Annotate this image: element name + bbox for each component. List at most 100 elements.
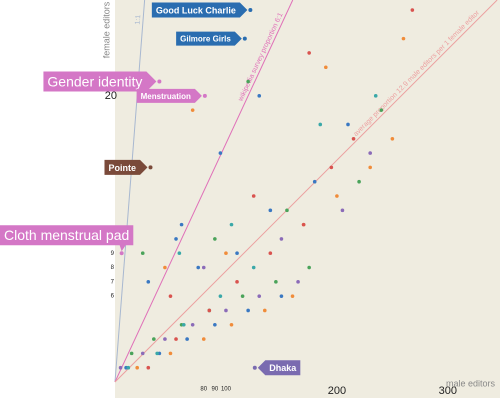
data-point (185, 337, 189, 341)
data-point (190, 322, 195, 327)
data-point (401, 36, 406, 41)
data-point (318, 122, 323, 127)
data-point (274, 280, 278, 284)
data-point (290, 294, 295, 298)
y-axis-label: female editors (101, 1, 111, 58)
data-point (251, 194, 256, 198)
data-point (257, 94, 262, 98)
data-point (181, 322, 186, 327)
data-point (368, 151, 372, 155)
highlight-point (242, 36, 247, 41)
tag-shape (136, 88, 202, 103)
data-point (257, 294, 262, 298)
data-point (224, 251, 228, 256)
data-point (213, 322, 217, 327)
data-point (152, 337, 156, 341)
data-point (279, 294, 284, 298)
tag-shape (104, 159, 148, 175)
data-point (235, 280, 239, 284)
data-point (262, 308, 267, 313)
data-point (324, 65, 328, 70)
data-point (307, 51, 311, 55)
data-point (174, 337, 178, 341)
highlight-tag: Menstruation (136, 88, 202, 103)
data-point (390, 136, 395, 141)
x-tick-label: 100 (221, 387, 232, 393)
tag-shape (151, 2, 248, 18)
reference-line (114, 0, 294, 383)
x-tick-label: 300 (439, 385, 457, 397)
x-tick-label: 200 (328, 385, 346, 397)
data-point (410, 8, 415, 12)
data-point (312, 179, 317, 184)
data-point (146, 365, 151, 370)
tag-label: Good Luck Charlie (156, 5, 236, 15)
data-point (213, 237, 217, 241)
x-tick-label: 80 (200, 387, 207, 393)
data-point (163, 265, 167, 270)
highlight-tag: Dhaka (257, 360, 301, 376)
data-point (201, 265, 206, 270)
reference-line (114, 0, 498, 383)
y-tick-label: 20 (105, 90, 117, 102)
tag-label: Menstruation (141, 92, 191, 101)
highlight-tag: Cloth menstrual pad (0, 225, 134, 252)
data-point (177, 251, 182, 256)
data-point (168, 351, 173, 356)
data-point (224, 308, 228, 313)
highlight-tag: Good Luck Charlie (151, 2, 248, 18)
tag-shape (176, 31, 242, 46)
tag-label: Dhaka (269, 363, 297, 373)
highlight-point (202, 93, 207, 98)
reference-line-label: 1:1 (135, 15, 143, 25)
data-point (190, 108, 195, 112)
data-point (140, 351, 145, 356)
highlight-point (248, 8, 253, 13)
tag-shape (257, 360, 301, 376)
highlight-point (157, 79, 162, 84)
data-point (179, 222, 184, 227)
data-point (301, 222, 306, 227)
highlight-point (252, 365, 257, 370)
data-point (168, 294, 173, 298)
y-tick-label: 7 (111, 279, 115, 285)
data-point (129, 351, 134, 356)
data-point (279, 237, 284, 241)
data-point (207, 308, 212, 313)
data-point (357, 179, 361, 184)
data-point (307, 265, 311, 270)
data-point (118, 365, 123, 370)
highlight-tag: Gilmore Girls (176, 31, 242, 46)
tag-label: Cloth menstrual pad (4, 227, 129, 243)
data-point (346, 122, 350, 127)
data-point (140, 251, 145, 256)
data-point (235, 251, 239, 256)
highlight-point (119, 251, 124, 256)
highlight-point (148, 165, 153, 170)
data-point (268, 251, 273, 256)
data-point (368, 165, 372, 170)
tag-label: Gilmore Girls (180, 35, 231, 44)
data-point (218, 294, 223, 298)
tag-label: Gender identity (47, 73, 142, 89)
data-point (229, 322, 234, 327)
data-point (268, 208, 273, 213)
x-axis-label: male editors (446, 378, 496, 388)
data-point (335, 194, 339, 198)
data-point (196, 265, 201, 270)
plot-background (115, 0, 500, 398)
data-point (251, 265, 256, 270)
data-point (174, 237, 178, 241)
data-point (126, 365, 131, 370)
y-tick-label: 8 (111, 265, 115, 271)
data-point (379, 108, 384, 112)
y-tick-label: 9 (111, 251, 115, 257)
tag-shape (43, 71, 157, 92)
data-point (329, 165, 334, 170)
data-point (229, 222, 234, 227)
data-point (163, 337, 167, 341)
x-tick-label: 90 (212, 387, 219, 393)
data-point (146, 280, 151, 284)
reference-line (114, 0, 146, 383)
